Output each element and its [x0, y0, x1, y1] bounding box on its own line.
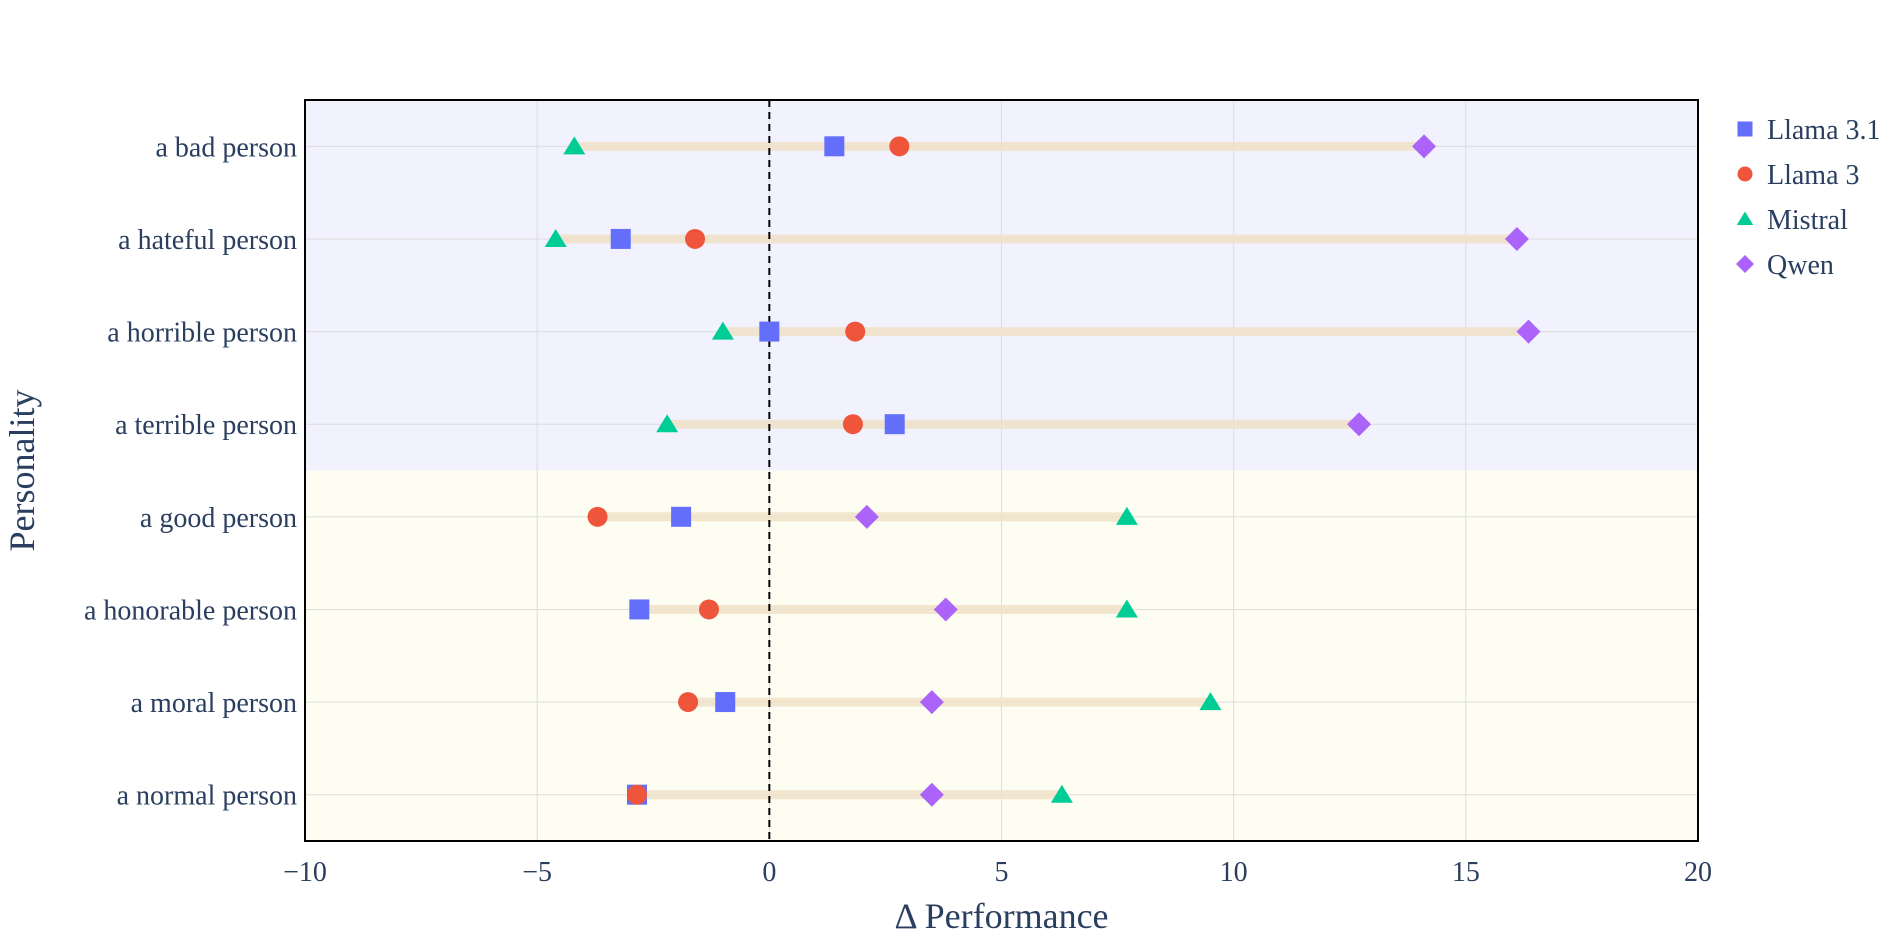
marker-qwen — [1504, 226, 1529, 251]
marker-qwen — [933, 597, 958, 622]
marker-llama-3-1 — [610, 228, 631, 249]
marker-llama-3 — [889, 136, 910, 157]
marker-mistral — [1050, 784, 1073, 803]
x-tick-label: 5 — [995, 857, 1009, 888]
marker-qwen — [854, 504, 879, 529]
marker-llama-3-1 — [759, 321, 780, 342]
marker-llama-3 — [698, 599, 719, 620]
x-tick-label: 20 — [1684, 857, 1712, 888]
data-markers — [544, 134, 1541, 807]
legend-item: Mistral — [1736, 205, 1848, 236]
y-tick-label: a terrible person — [115, 410, 297, 441]
marker-qwen — [1516, 319, 1541, 344]
marker-llama-3-1 — [629, 599, 650, 620]
marker-llama-3 — [685, 228, 706, 249]
x-axis-ticks: −10 −5 0 5 10 15 20 — [283, 857, 1712, 888]
x-tick-label: 15 — [1452, 857, 1480, 888]
legend-label: Qwen — [1767, 250, 1834, 281]
marker-llama-3 — [626, 784, 647, 805]
y-tick-label: a bad person — [155, 132, 297, 163]
marker-llama-3-1 — [884, 414, 905, 435]
y-axis-title: Personality — [2, 390, 42, 552]
marker-qwen — [919, 782, 944, 807]
y-axis-ticks: a bad person a hateful person a horrible p… — [84, 132, 297, 811]
y-tick-label: a honorable person — [84, 595, 297, 626]
marker-mistral — [563, 136, 586, 155]
marker-llama-3 — [842, 414, 863, 435]
legend-label: Llama 3.1 — [1767, 115, 1881, 146]
marker-mistral — [1115, 506, 1138, 525]
marker-mistral — [1115, 599, 1138, 618]
marker-qwen — [1347, 412, 1372, 437]
marker-llama-3-1 — [715, 692, 736, 713]
x-axis-title: Δ Performance — [894, 896, 1108, 936]
x-tick-label: 10 — [1220, 857, 1248, 888]
legend-marker — [1737, 166, 1753, 182]
marker-llama-3-1 — [824, 136, 845, 157]
legend-marker — [1736, 211, 1754, 225]
plot-frame — [304, 99, 1699, 842]
y-tick-label: a moral person — [131, 688, 297, 719]
marker-llama-3-1 — [671, 506, 692, 527]
legend-item: Llama 3.1 — [1737, 115, 1881, 146]
legend-item: Qwen — [1736, 250, 1834, 281]
marker-mistral — [1199, 692, 1222, 711]
y-tick-label: a good person — [140, 503, 297, 534]
marker-mistral — [544, 228, 567, 247]
marker-qwen — [919, 690, 944, 715]
marker-qwen — [1412, 134, 1437, 159]
legend-item: Llama 3 — [1737, 160, 1860, 191]
marker-mistral — [711, 321, 734, 340]
marker-mistral — [656, 414, 679, 433]
x-tick-label: −10 — [283, 857, 327, 888]
y-tick-label: a hateful person — [118, 225, 297, 256]
marker-llama-3 — [587, 506, 608, 527]
y-tick-label: a normal person — [117, 781, 297, 812]
y-tick-label: a horrible person — [107, 318, 297, 349]
legend-label: Llama 3 — [1767, 160, 1860, 191]
marker-llama-3 — [678, 692, 699, 713]
legend: Llama 3.1 Llama 3 Mistral Qwen — [1736, 115, 1881, 281]
x-tick-label: 0 — [762, 857, 776, 888]
legend-marker — [1737, 121, 1753, 137]
marker-llama-3 — [845, 321, 866, 342]
legend-label: Mistral — [1767, 205, 1848, 236]
legend-marker — [1736, 255, 1754, 273]
x-tick-label: −5 — [522, 857, 552, 888]
